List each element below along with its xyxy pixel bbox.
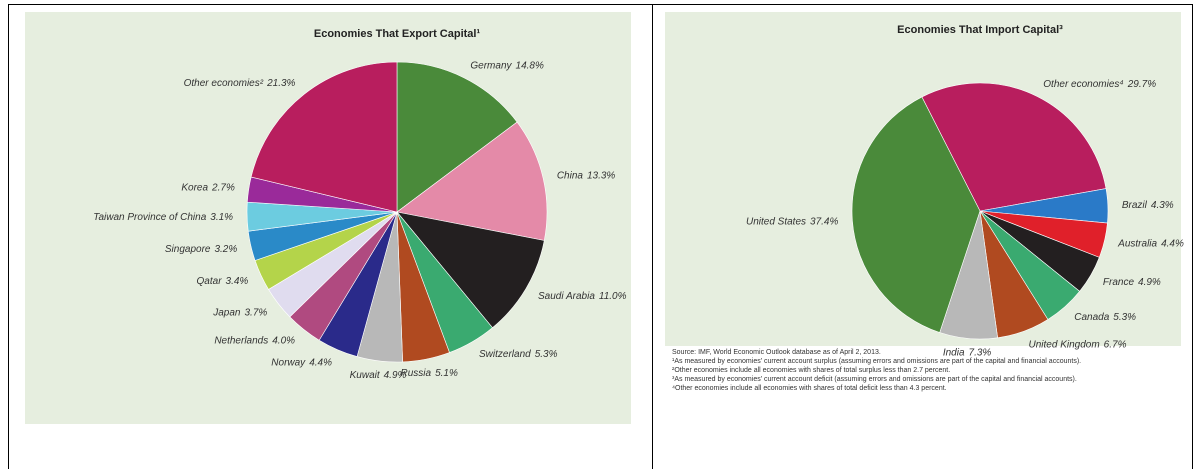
slice-label: Kuwait 4.9% <box>350 370 407 381</box>
pie-slice <box>250 61 398 213</box>
slice-name: Qatar <box>197 276 223 287</box>
slice-label: Other economies⁴ 29.7% <box>1043 79 1156 90</box>
slice-name: China <box>557 170 584 181</box>
slice-label: Russia 5.1% <box>400 367 457 378</box>
slice-value: 3.4% <box>226 276 249 287</box>
chart-title: Economies That Import Capital³ <box>897 24 1063 36</box>
slice-name: India <box>943 347 965 358</box>
chart-title: Economies That Export Capital¹ <box>314 28 481 40</box>
slice-name: United States <box>746 216 806 227</box>
slice-label: Norway 4.4% <box>271 357 332 368</box>
slice-name: Australia <box>1117 238 1157 249</box>
footnote: ³As measured by economies' current accou… <box>672 376 1077 383</box>
slice-label: Other economies² 21.3% <box>184 78 296 89</box>
pie-slice <box>396 211 545 329</box>
slice-value: 5.1% <box>435 367 458 378</box>
slice-label: Japan 3.7% <box>212 307 267 318</box>
slice-value: 4.3% <box>1151 200 1174 211</box>
slice-name: United Kingdom <box>1029 339 1100 350</box>
slice-value: 4.4% <box>1161 238 1184 249</box>
slice-value: 5.3% <box>535 349 558 360</box>
slice-label: India 7.3% <box>943 347 992 358</box>
slice-name: Other economies⁴ <box>1043 79 1123 90</box>
slice-name: Switzerland <box>479 349 531 360</box>
pie-slice <box>396 61 518 213</box>
pie-slice <box>396 121 548 241</box>
slice-name: Norway <box>271 357 306 368</box>
slice-value: 3.2% <box>214 244 237 255</box>
slice-label: Saudi Arabia 11.0% <box>538 290 627 301</box>
slice-value: 4.9% <box>1138 277 1161 288</box>
pie-slice <box>851 96 981 333</box>
slice-name: Brazil <box>1122 200 1148 211</box>
slice-label: France 4.9% <box>1103 277 1161 288</box>
slice-label: Qatar 3.4% <box>197 276 249 287</box>
slice-label: Switzerland 5.3% <box>479 349 558 360</box>
slice-label: United Kingdom 6.7% <box>1029 339 1127 350</box>
slice-label: Brazil 4.3% <box>1122 200 1174 211</box>
pie-slice <box>921 82 1107 212</box>
footnote: ¹As measured by economies' current accou… <box>672 358 1081 365</box>
slice-label: Canada 5.3% <box>1074 312 1136 323</box>
slice-value: 6.7% <box>1104 339 1127 350</box>
slice-name: Korea <box>181 182 208 193</box>
slice-name: Germany <box>470 60 512 71</box>
slice-name: Taiwan Province of China <box>93 212 206 223</box>
slice-label: United States 37.4% <box>746 216 839 227</box>
slice-label: Singapore 3.2% <box>165 244 237 255</box>
footnote: ⁴Other economies include all economies w… <box>672 385 947 392</box>
slice-label: Netherlands 4.0% <box>214 335 295 346</box>
slice-value: 37.4% <box>810 216 838 227</box>
slice-value: 4.4% <box>309 357 332 368</box>
slice-name: Saudi Arabia <box>538 290 595 301</box>
slice-value: 3.7% <box>244 307 267 318</box>
slice-label: Germany 14.8% <box>470 60 544 71</box>
slice-value: 29.7% <box>1127 79 1156 90</box>
slice-label: Taiwan Province of China 3.1% <box>93 212 233 223</box>
table-border <box>8 4 1193 474</box>
slice-value: 2.7% <box>211 182 235 193</box>
footnote: Source: IMF, World Economic Outlook data… <box>672 349 881 356</box>
slice-label: Korea 2.7% <box>181 182 235 193</box>
slice-name: Other economies² <box>184 78 264 89</box>
slice-value: 4.0% <box>272 335 295 346</box>
slice-name: France <box>1103 277 1135 288</box>
slice-label: Australia 4.4% <box>1117 238 1184 249</box>
slice-name: Singapore <box>165 244 211 255</box>
slice-name: Kuwait <box>350 370 381 381</box>
slice-name: Canada <box>1074 312 1109 323</box>
slice-label: China 13.3% <box>557 170 616 181</box>
slice-value: 5.3% <box>1113 312 1136 323</box>
slice-name: Japan <box>212 307 241 318</box>
slice-value: 11.0% <box>599 290 627 301</box>
slice-name: Netherlands <box>214 335 268 346</box>
slice-name: Russia <box>400 367 431 378</box>
footnote: ²Other economies include all economies w… <box>672 367 950 374</box>
slice-value: 3.1% <box>210 212 233 223</box>
slice-value: 13.3% <box>587 170 615 181</box>
slice-value: 21.3% <box>266 78 295 89</box>
slice-value: 4.9% <box>384 370 407 381</box>
slice-value: 7.3% <box>969 347 992 358</box>
slice-value: 14.8% <box>516 60 544 71</box>
